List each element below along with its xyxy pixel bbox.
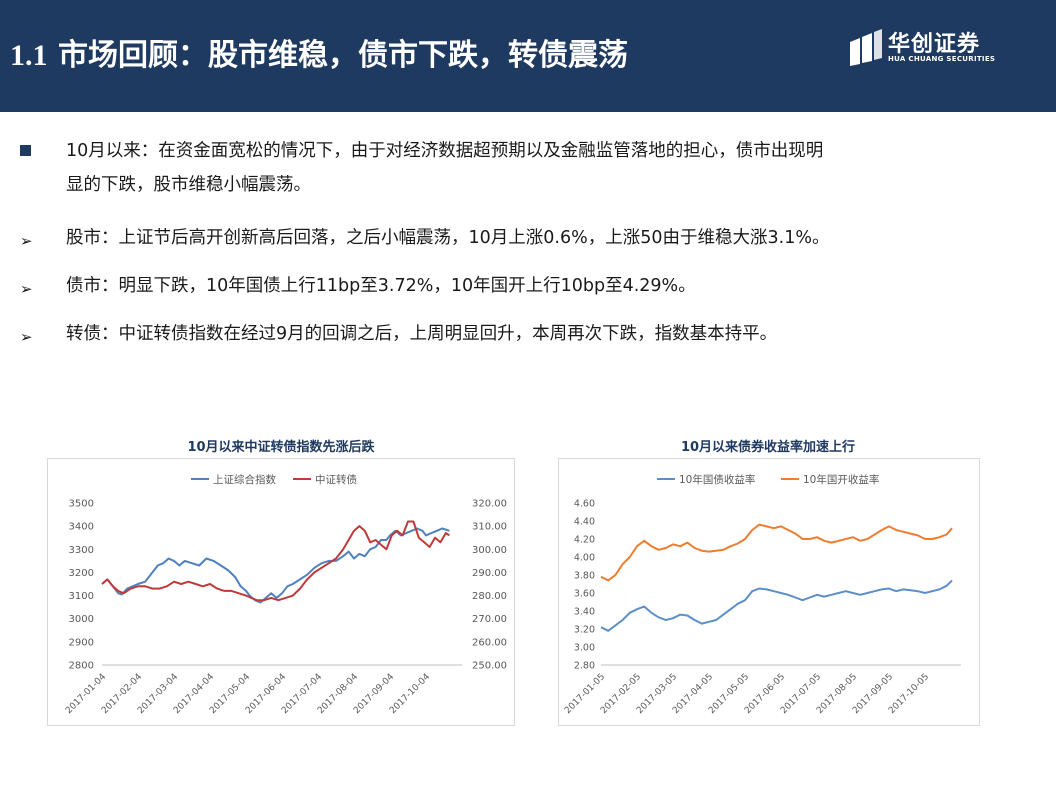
- intro-paragraph: 10月以来：在资金面宽松的情况下，由于对经济数据超预期以及金融监管落地的担心，债…: [66, 134, 1016, 202]
- logo-name: 华创证券: [888, 32, 981, 57]
- chart2-title: 10月以来债券收益率加速上行: [680, 440, 856, 455]
- chart2-panel: 4.60 4.40 4.20 4.00 3.80 3.60 3.40 3.20 3.00 2.80…: [558, 458, 980, 726]
- y-tick-label: 3.40: [574, 607, 595, 618]
- logo-subtitle: HUA CHUANG SECURITIES: [888, 55, 996, 63]
- y-tick-label: 3.80: [574, 571, 595, 582]
- y-right-tick-label: 250.00: [472, 661, 507, 672]
- square-bullet-icon: [20, 145, 31, 156]
- chart2-svg: 4.60 4.40 4.20 4.00 3.80 3.60 3.40 3.20 3.00 2.80…: [563, 473, 961, 716]
- arrow-bullet-icon: ➢: [20, 232, 33, 250]
- y-left-tick-label: 2800: [69, 661, 94, 672]
- y-tick-label: 4.60: [574, 499, 595, 510]
- intro-line-1: 10月以来：在资金面宽松的情况下，由于对经济数据超预期以及金融监管落地的担心，债…: [66, 141, 824, 161]
- series-line-1: [101, 527, 450, 604]
- y-tick-label: 4.00: [574, 553, 595, 564]
- chart1-svg: 3500 3400 3300 3200 3100 3000 2900 2800 320.00 31…: [64, 473, 507, 716]
- header-band: 1.1 市场回顾：股市维稳，债市下跌，转债震荡 华创证券 HUA CHUANG …: [0, 0, 1056, 112]
- y-left-tick-label: 3300: [69, 545, 94, 556]
- y-right-tick-label: 260.00: [472, 637, 507, 648]
- legend-label: 10年国债收益率: [679, 473, 755, 486]
- y-left-tick-label: 3400: [69, 522, 94, 533]
- y-right-tick-label: 280.00: [472, 591, 507, 602]
- bond-bullet: 债市：明显下跌，10年国债上行11bp至3.72%，10年国开上行10bp至4.…: [66, 276, 696, 296]
- y-tick-label: 4.20: [574, 535, 595, 546]
- legend-label: 10年国开收益率: [803, 473, 879, 486]
- page-title: 1.1 市场回顾：股市维稳，债市下跌，转债震荡: [10, 30, 628, 74]
- arrow-bullet-icon: ➢: [20, 280, 33, 298]
- y-right-tick-label: 320.00: [472, 499, 507, 510]
- stock-bullet: 股市：上证节后高开创新高后回落，之后小幅震荡，10月上涨0.6%，上涨50由于维…: [66, 228, 830, 248]
- y-right-tick-label: 310.00: [472, 522, 507, 533]
- y-left-tick-label: 3100: [69, 591, 94, 602]
- arrow-bullet-icon: ➢: [20, 328, 33, 346]
- y-left-tick-label: 2900: [69, 637, 94, 648]
- series-line-1: [600, 579, 953, 632]
- chart1-title: 10月以来中证转债指数先涨后跌: [187, 440, 375, 455]
- y-tick-label: 3.20: [574, 625, 595, 636]
- legend-label: 上证综合指数: [213, 473, 276, 486]
- series-line-2: [101, 520, 450, 602]
- y-left-tick-label: 3500: [69, 499, 94, 510]
- y-right-tick-label: 300.00: [472, 545, 507, 556]
- y-left-tick-label: 3000: [69, 614, 94, 625]
- y-right-tick-label: 290.00: [472, 568, 507, 579]
- chart1-panel: 3500 3400 3300 3200 3100 3000 2900 2800 320.00 31…: [47, 458, 515, 726]
- logo-mark-icon: [850, 29, 882, 66]
- title-text: 市场回顾：股市维稳，债市下跌，转债震荡: [57, 38, 628, 73]
- company-logo: 华创证券 HUA CHUANG SECURITIES: [846, 26, 1016, 70]
- y-tick-label: 4.40: [574, 517, 595, 528]
- y-left-tick-label: 3200: [69, 568, 94, 579]
- y-tick-label: 3.60: [574, 589, 595, 600]
- title-number: 1.1: [10, 39, 48, 72]
- intro-line-2: 显的下跌，股市维稳小幅震荡。: [66, 175, 311, 195]
- y-tick-label: 3.00: [574, 643, 595, 654]
- legend-label: 中证转债: [315, 473, 357, 486]
- series-line-2: [600, 523, 953, 582]
- y-right-tick-label: 270.00: [472, 614, 507, 625]
- y-tick-label: 2.80: [574, 661, 595, 672]
- cb-bullet: 转债：中证转债指数在经过9月的回调之后，上周明显回升，本周再次下跌，指数基本持平…: [66, 324, 778, 344]
